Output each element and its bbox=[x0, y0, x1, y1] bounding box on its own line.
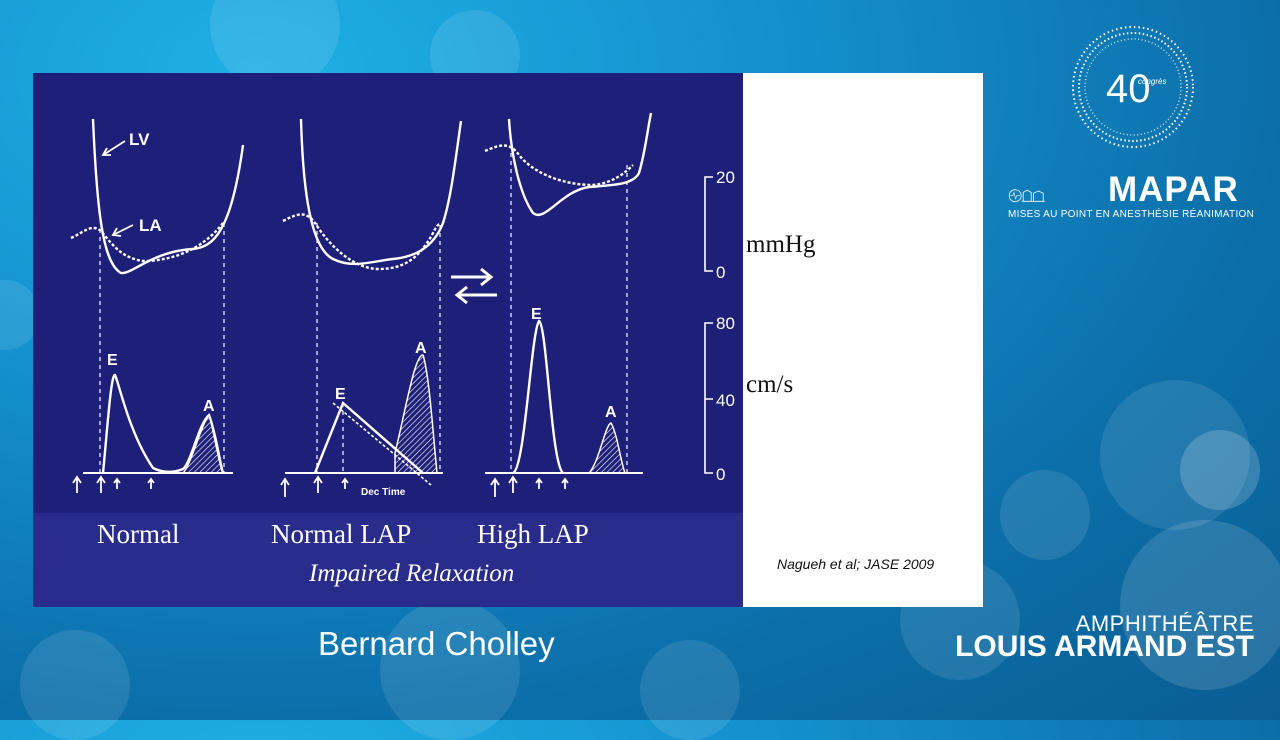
a-wave-normal bbox=[181, 413, 224, 474]
condition-high-lap: High LAP bbox=[477, 519, 589, 549]
la-curve bbox=[484, 144, 634, 187]
a-label-high-lap: A bbox=[605, 404, 617, 421]
bokeh-circle bbox=[1180, 430, 1260, 510]
pressure-tick: 0 bbox=[716, 263, 725, 282]
velocity-unit: cm/s bbox=[746, 371, 794, 398]
pressure-tick: 20 bbox=[716, 168, 735, 187]
impaired-relaxation-caption: Impaired Relaxation bbox=[309, 560, 515, 587]
room-line1: AMPHITHÉÂTRE bbox=[1075, 611, 1254, 636]
a-label-normal-lap: A bbox=[415, 340, 427, 357]
bokeh-circle bbox=[20, 630, 130, 740]
la-curve bbox=[282, 213, 442, 271]
bokeh-circle bbox=[1100, 380, 1250, 530]
dec-time-label: Dec Time bbox=[361, 487, 406, 498]
mapar-name: MAPAR bbox=[1108, 170, 1239, 209]
speaker-name: Bernard Cholley bbox=[318, 625, 555, 662]
lv-curve bbox=[299, 118, 463, 266]
congress-40-badge-icon: 40 congrès bbox=[1072, 26, 1194, 148]
mapar-building-icon bbox=[1008, 189, 1045, 203]
la-curve bbox=[70, 222, 224, 263]
velocity-tick: 40 bbox=[716, 391, 735, 410]
a-wave-high-lap bbox=[587, 422, 627, 474]
e-label-normal: E bbox=[107, 352, 118, 369]
velocity-tick: 0 bbox=[716, 465, 725, 484]
condition-label-strip bbox=[33, 513, 743, 607]
pressure-velocity-diagram: LV LA E A E A E A Dec Time 20 0 80 40 0 bbox=[70, 112, 735, 498]
bokeh-circle bbox=[380, 600, 520, 740]
a-label-normal: A bbox=[203, 398, 215, 415]
bokeh-circle bbox=[1120, 520, 1280, 690]
la-label: LA bbox=[139, 216, 162, 235]
velocity-tick: 80 bbox=[716, 314, 735, 333]
pressure-unit: mmHg bbox=[746, 231, 816, 258]
exchange-arrows-icon bbox=[451, 267, 497, 305]
badge-number: 40 bbox=[1106, 67, 1151, 111]
lv-curve bbox=[91, 118, 245, 275]
citation: Nagueh et al; JASE 2009 bbox=[777, 556, 935, 572]
bokeh-circle bbox=[640, 640, 740, 740]
room-line2: LOUIS ARMAND EST bbox=[955, 630, 1254, 663]
e-wave-high-lap bbox=[512, 319, 564, 475]
e-label-high-lap: E bbox=[531, 306, 542, 323]
lv-label: LV bbox=[129, 130, 150, 149]
lv-curve bbox=[507, 112, 653, 217]
condition-normal-lap: Normal LAP bbox=[271, 519, 412, 549]
bokeh-circle bbox=[1000, 470, 1090, 560]
badge-word: congrès bbox=[1138, 77, 1166, 86]
e-label-normal-lap: E bbox=[335, 386, 346, 403]
condition-normal: Normal bbox=[97, 519, 180, 549]
a-wave-normal-lap bbox=[394, 354, 438, 474]
slide-panel: LV LA E A E A E A Dec Time 20 0 80 40 0 … bbox=[33, 73, 983, 607]
doppler-figure: LV LA E A E A E A Dec Time 20 0 80 40 0 … bbox=[33, 73, 743, 607]
mapar-tagline: MISES AU POINT EN ANESTHÉSIE RÉANIMATION bbox=[1008, 209, 1255, 220]
